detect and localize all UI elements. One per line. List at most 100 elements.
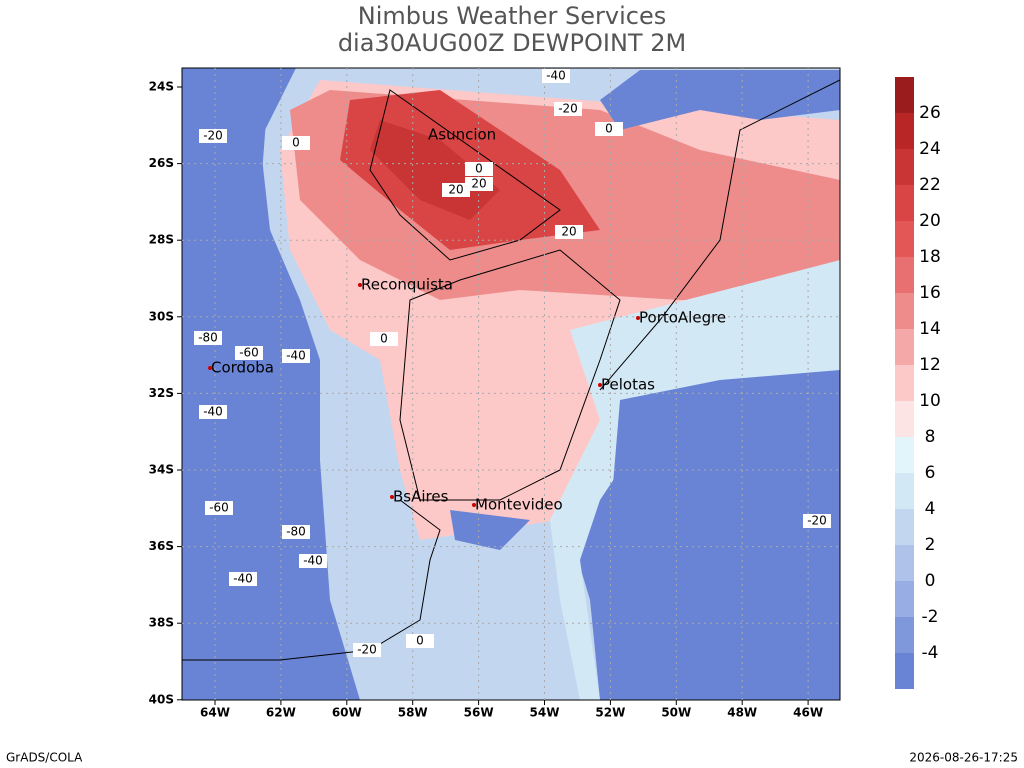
colorbar-label: 20 [919,211,941,231]
city-dot [598,383,602,387]
contour-label: -40 [286,349,306,363]
contour-label: -40 [203,405,223,419]
colorbar-segment [895,185,914,221]
map-frame [181,67,841,701]
colorbar-label: 18 [919,247,941,267]
colorbar-segment [895,617,914,653]
contour-label-bg [353,643,381,657]
contour-label: 20 [471,177,486,191]
contour-label-bg [554,102,582,116]
colorbar-label: 24 [919,139,941,159]
lat-tick-label: 40S [149,692,174,706]
colorbar-label: 14 [919,319,941,339]
contour-label-bg [205,501,233,515]
lon-tick-label: 62W [266,706,296,720]
city-dot [636,316,640,320]
colorbar-label: 2 [925,535,936,555]
city-label: PortoAlegre [639,309,726,327]
contour-label: -80 [286,525,306,539]
lon-tick-label: 60W [332,706,362,720]
contour-label-bg [229,572,257,586]
lat-tick-label: 32S [149,386,174,400]
title: Nimbus Weather Services [358,2,666,30]
contour-label: -60 [239,346,259,360]
city-label: Pelotas [601,376,655,394]
colorbar-label: 22 [919,175,941,195]
lat-tick-label: 26S [149,156,174,170]
lat-tick-label: 36S [149,539,174,553]
lat-tick-label: 30S [149,309,174,323]
contour-label: -40 [546,69,566,83]
contour-label-bg [442,183,470,197]
city-label: Reconquista [361,276,453,294]
lon-tick-label: 58W [398,706,428,720]
contour-label-bg [199,129,227,143]
lon-tick-label: 48W [727,706,757,720]
lon-tick-label: 50W [661,706,691,720]
city-dot [208,366,212,370]
contour-label-bg [465,177,493,191]
contour-label: 0 [416,634,424,648]
contour-label: -20 [357,643,377,657]
contour-label-bg [235,346,263,360]
colorbar-label: -2 [922,607,939,627]
contour-label: 20 [561,225,576,239]
colorbar-segment [895,437,914,473]
colorbar-segment [895,293,914,329]
colorbar-segment [895,257,914,293]
lat-tick-label: 38S [149,616,174,630]
colorbar-segment [895,401,914,437]
city-label: Montevideo [475,496,563,514]
colorbar-label: 0 [925,571,936,591]
colorbar-segment [895,365,914,401]
colorbar-segment [895,149,914,185]
colorbar-segment [895,581,914,617]
subtitle: dia30AUG00Z DEWPOINT 2M [338,29,686,57]
city-label: Asuncion [428,126,496,144]
contour-label: 0 [380,332,388,346]
lon-tick-label: 46W [793,706,823,720]
contour-label: -40 [233,572,253,586]
contour-label-bg [406,634,434,648]
colorbar-segment [895,113,914,149]
contour-label: 20 [448,183,463,197]
contour-label: -20 [807,514,827,528]
colorbar-label: 8 [925,427,936,447]
contour-label: -80 [198,331,218,345]
contour-label-bg [465,162,493,176]
city-dot [472,503,476,507]
lat-tick-label: 28S [149,233,174,247]
contour-label-bg [299,554,327,568]
colorbar-segment [895,509,914,545]
lon-tick-label: 64W [200,706,230,720]
colorbar-segment [895,77,914,113]
colorbar-segment [895,473,914,509]
colorbar-label: -4 [922,643,939,663]
colorbar-label: 12 [919,355,941,375]
colorbar-segment [895,221,914,257]
contour-label: -20 [558,102,578,116]
contour-label: 0 [475,162,483,176]
contour-label-bg [199,405,227,419]
city-label: BsAires [393,488,449,506]
contour-label-bg [370,332,398,346]
colorbar-label: 26 [919,103,941,123]
contour-label: -40 [303,554,323,568]
contour-label: 0 [292,136,300,150]
colorbar-label: 10 [919,391,941,411]
footer-left: GrADS/COLA [6,751,83,765]
lon-tick-label: 56W [464,706,494,720]
contour-label: -60 [209,501,229,515]
contour-label: 0 [605,122,613,136]
map-field [182,68,840,700]
lat-tick-label: 34S [149,463,174,477]
footer-right: 2026-08-26-17:25 [909,751,1018,765]
contour-label-bg [194,331,222,345]
city-dot [358,283,362,287]
colorbar-segment [895,329,914,365]
contour-label-bg [803,514,831,528]
contour-label-bg [282,525,310,539]
contour-label: -20 [203,129,223,143]
colorbar-label: 16 [919,283,941,303]
